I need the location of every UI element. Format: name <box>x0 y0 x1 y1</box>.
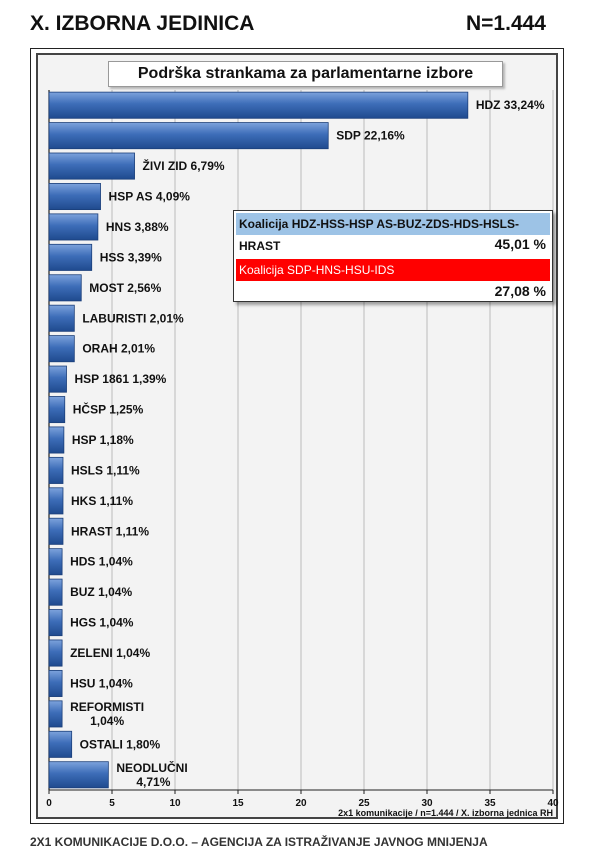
plot-area <box>36 53 558 819</box>
bar-hsp-as <box>48 183 101 211</box>
bar-hns <box>48 213 99 241</box>
x-tick-label: 25 <box>358 798 370 809</box>
bar-zeleni <box>48 639 63 667</box>
bar-most <box>48 274 82 302</box>
bar-data-label: HGS 1,04% <box>70 616 134 630</box>
bar-data-label: HSLS 1,11% <box>71 463 140 477</box>
chart-frame <box>30 48 564 824</box>
x-tick-label: 5 <box>109 798 115 809</box>
x-tick-label: 15 <box>232 798 244 809</box>
bar-data-label: ZELENI 1,04% <box>70 646 150 660</box>
bar-hds <box>48 548 63 576</box>
bar-hks <box>48 487 64 515</box>
coalition-1-name: Koalicija HDZ-HSS-HSP AS-BUZ-ZDS-HDS-HSL… <box>236 213 550 253</box>
bar-data-label: MOST 2,56% <box>89 281 161 295</box>
bar-hdz <box>48 91 469 119</box>
bar-laburisti <box>48 304 75 332</box>
coalition-box: Koalicija HDZ-HSS-HSP AS-BUZ-ZDS-HDS-HSL… <box>233 210 553 302</box>
bar-data-label: ŽIVI ZID 6,79% <box>143 158 225 173</box>
bar-data-label: BUZ 1,04% <box>70 585 132 599</box>
x-tick-label: 10 <box>169 798 181 809</box>
bar-data-label: HRAST 1,11% <box>71 524 149 538</box>
bar-buz <box>48 578 63 606</box>
bar-data-label: HSS 3,39% <box>100 250 162 264</box>
bar-sdp <box>48 122 329 150</box>
bar-reformisti <box>48 700 63 728</box>
page-title: X. IZBORNA JEDINICA <box>30 12 255 35</box>
bar-orah <box>48 335 75 363</box>
bar-hsp-1861 <box>48 365 67 393</box>
company-footer: 2X1 KOMUNIKACIJE D.O.O. – AGENCIJA ZA IS… <box>30 835 488 849</box>
bar-živi-zid <box>48 152 135 180</box>
x-tick-label: 20 <box>295 798 307 809</box>
bar-ostali <box>48 730 73 758</box>
bar-data-label: HSP AS 4,09% <box>109 190 191 204</box>
bar-data-label: HNS 3,88% <box>106 220 169 234</box>
bar-hrast <box>48 517 64 545</box>
bar-data-label: REFORMISTI 1,04% <box>70 700 144 728</box>
bar-neodlučni <box>48 761 109 789</box>
bar-data-label: HSU 1,04% <box>70 676 133 690</box>
x-tick-label: 0 <box>46 798 52 809</box>
bar-data-label: NEODLUČNI 4,71% <box>116 760 187 789</box>
bar-hčsp <box>48 396 66 424</box>
sample-size: N=1.444 <box>466 12 546 35</box>
bar-hgs <box>48 609 63 637</box>
bar-hss <box>48 243 93 271</box>
bar-data-label: ORAH 2,01% <box>82 342 155 356</box>
bar-hsls <box>48 456 64 484</box>
coalition-2-name: Koalicija SDP-HNS-HSU-IDS <box>236 259 550 281</box>
x-tick-label: 30 <box>421 798 433 809</box>
bar-hsu <box>48 669 63 697</box>
bar-data-label: HKS 1,11% <box>71 494 133 508</box>
bar-hsp <box>48 426 65 454</box>
bar-data-label: HDZ 33,24% <box>476 98 545 112</box>
bar-data-label: OSTALI 1,80% <box>80 737 161 751</box>
coalition-2-value: 27,08 % <box>494 283 546 299</box>
bar-data-label: HDS 1,04% <box>70 555 133 569</box>
bar-data-label: SDP 22,16% <box>336 129 405 143</box>
bar-data-label: HČSP 1,25% <box>73 402 144 417</box>
chart-footnote: 2x1 komunikacije / n=1.444 / X. izborna … <box>338 808 553 818</box>
bar-data-label: HSP 1861 1,39% <box>75 372 167 386</box>
bar-data-label: LABURISTI 2,01% <box>82 311 184 325</box>
coalition-1-value: 45,01 % <box>494 236 546 252</box>
x-tick-label: 35 <box>484 798 496 809</box>
chart-title: Podrška strankama za parlamentarne izbor… <box>108 61 503 87</box>
x-tick-label: 40 <box>547 798 559 809</box>
bar-data-label: HSP 1,18% <box>72 433 134 447</box>
